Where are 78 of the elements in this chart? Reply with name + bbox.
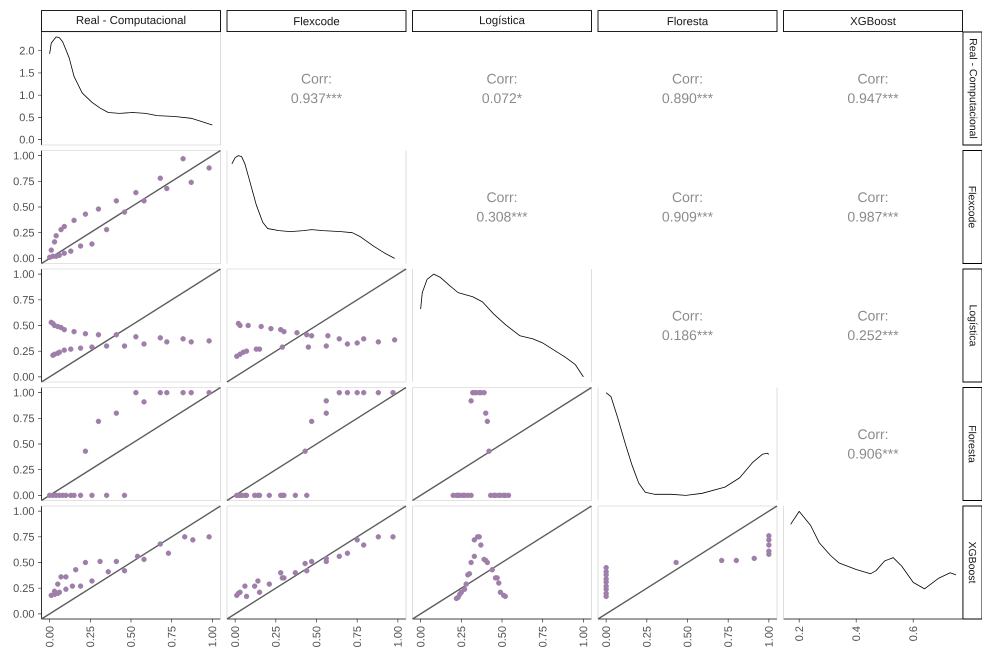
y-tick-label: 0.75 (14, 177, 34, 186)
y-tick-label: 1.5 (20, 69, 34, 77)
text: Corr: (672, 310, 702, 321)
x-tick-label: 0.50 (498, 626, 506, 647)
text: 0.890*** (662, 93, 713, 104)
y-tick-label: 0.50 (14, 558, 34, 566)
text: Corr: (302, 74, 331, 84)
y-tick-label: 0.00 (14, 254, 34, 262)
y-tick-label: 0.00 (14, 491, 34, 500)
x-tick-label: 0.25 (642, 626, 651, 647)
y-tick-label: 0.50 (14, 322, 34, 330)
text: Logística (968, 305, 978, 346)
text: Corr: (858, 310, 888, 321)
text: 0.906*** (848, 448, 898, 459)
y-tick-label: 1.0 (20, 91, 34, 100)
text: Real - Computacional (968, 39, 978, 138)
y-tick-label: 1.00 (14, 152, 34, 160)
y-tick-label: 0.25 (14, 347, 34, 356)
text: Logística (480, 16, 525, 26)
x-tick-label: 0.50 (127, 626, 135, 647)
text: 0.937*** (291, 93, 342, 104)
x-tick-label: 0.00 (416, 626, 425, 647)
text: Corr: (672, 192, 702, 202)
x-tick-label: 1.00 (208, 626, 216, 647)
x-tick-label: 0.25 (272, 626, 280, 647)
x-tick-label: 0.4 (852, 626, 860, 641)
y-tick-label: 1.00 (14, 270, 34, 278)
x-tick-label: 0.75 (353, 626, 362, 647)
text: 0.987*** (848, 212, 898, 222)
y2-axis-title: XGBoost (968, 542, 976, 584)
x-tick-label: 0.00 (231, 626, 240, 647)
x-tick-label: 1.00 (394, 626, 402, 647)
text: 0.186*** (662, 330, 713, 340)
text: XGBoost (850, 16, 896, 26)
chart-title: Real - Computacional (76, 16, 186, 26)
text: Corr: (858, 429, 888, 440)
text: Flexcode (968, 186, 976, 228)
x-tick-label: 0.75 (538, 626, 547, 647)
x-tick-label: 0.75 (168, 626, 176, 647)
x-tick-label: 0.6 (909, 626, 918, 641)
x-tick-label: 0.25 (86, 626, 94, 647)
y-tick-label: 2.0 (20, 46, 34, 55)
x-tick-label: 0.75 (724, 626, 732, 647)
x-tick-label: 1.00 (580, 626, 588, 647)
text: Floresta (668, 16, 708, 26)
y-tick-label: 0.25 (14, 466, 34, 474)
text: Flexcode (294, 16, 340, 26)
y-tick-label: 0.50 (14, 203, 34, 211)
x-tick-label: 0.25 (457, 626, 466, 647)
text: Corr: (858, 192, 888, 202)
text: 0.252*** (848, 330, 898, 340)
x-tick-label: 0.00 (46, 626, 54, 647)
y-tick-label: 0.25 (14, 228, 34, 237)
text: Corr: (858, 74, 888, 84)
y-tick-label: 0.50 (14, 440, 34, 448)
y-tick-label: 1.00 (14, 388, 34, 397)
y-tick-label: 0.00 (14, 610, 34, 618)
y-tick-label: 0.00 (14, 372, 34, 381)
x-tick-label: 0.50 (312, 626, 320, 647)
y-tick-label: 0.0 (20, 136, 34, 144)
y-tick-label: 0.75 (14, 414, 34, 422)
y-tick-label: 1.00 (14, 507, 34, 516)
text: 0.308*** (476, 212, 528, 222)
y-tick-label: 0.5 (20, 114, 34, 122)
x-tick-label: 1.00 (765, 626, 773, 647)
x-tick-label: 0.2 (795, 626, 804, 641)
y-tick-label: 0.25 (14, 584, 34, 592)
text: 0.909*** (662, 212, 713, 222)
y-tick-label: 0.75 (14, 532, 34, 541)
text: 0.947*** (848, 93, 898, 104)
x-tick-label: 0.00 (602, 626, 610, 647)
text: Corr: (672, 74, 702, 84)
text: Corr: (487, 74, 516, 84)
text: 0.072* (482, 93, 522, 104)
x-tick-label: 0.50 (684, 626, 692, 647)
text: Floresta (968, 426, 976, 463)
text: Corr: (487, 192, 516, 202)
y-tick-label: 0.75 (14, 296, 34, 304)
